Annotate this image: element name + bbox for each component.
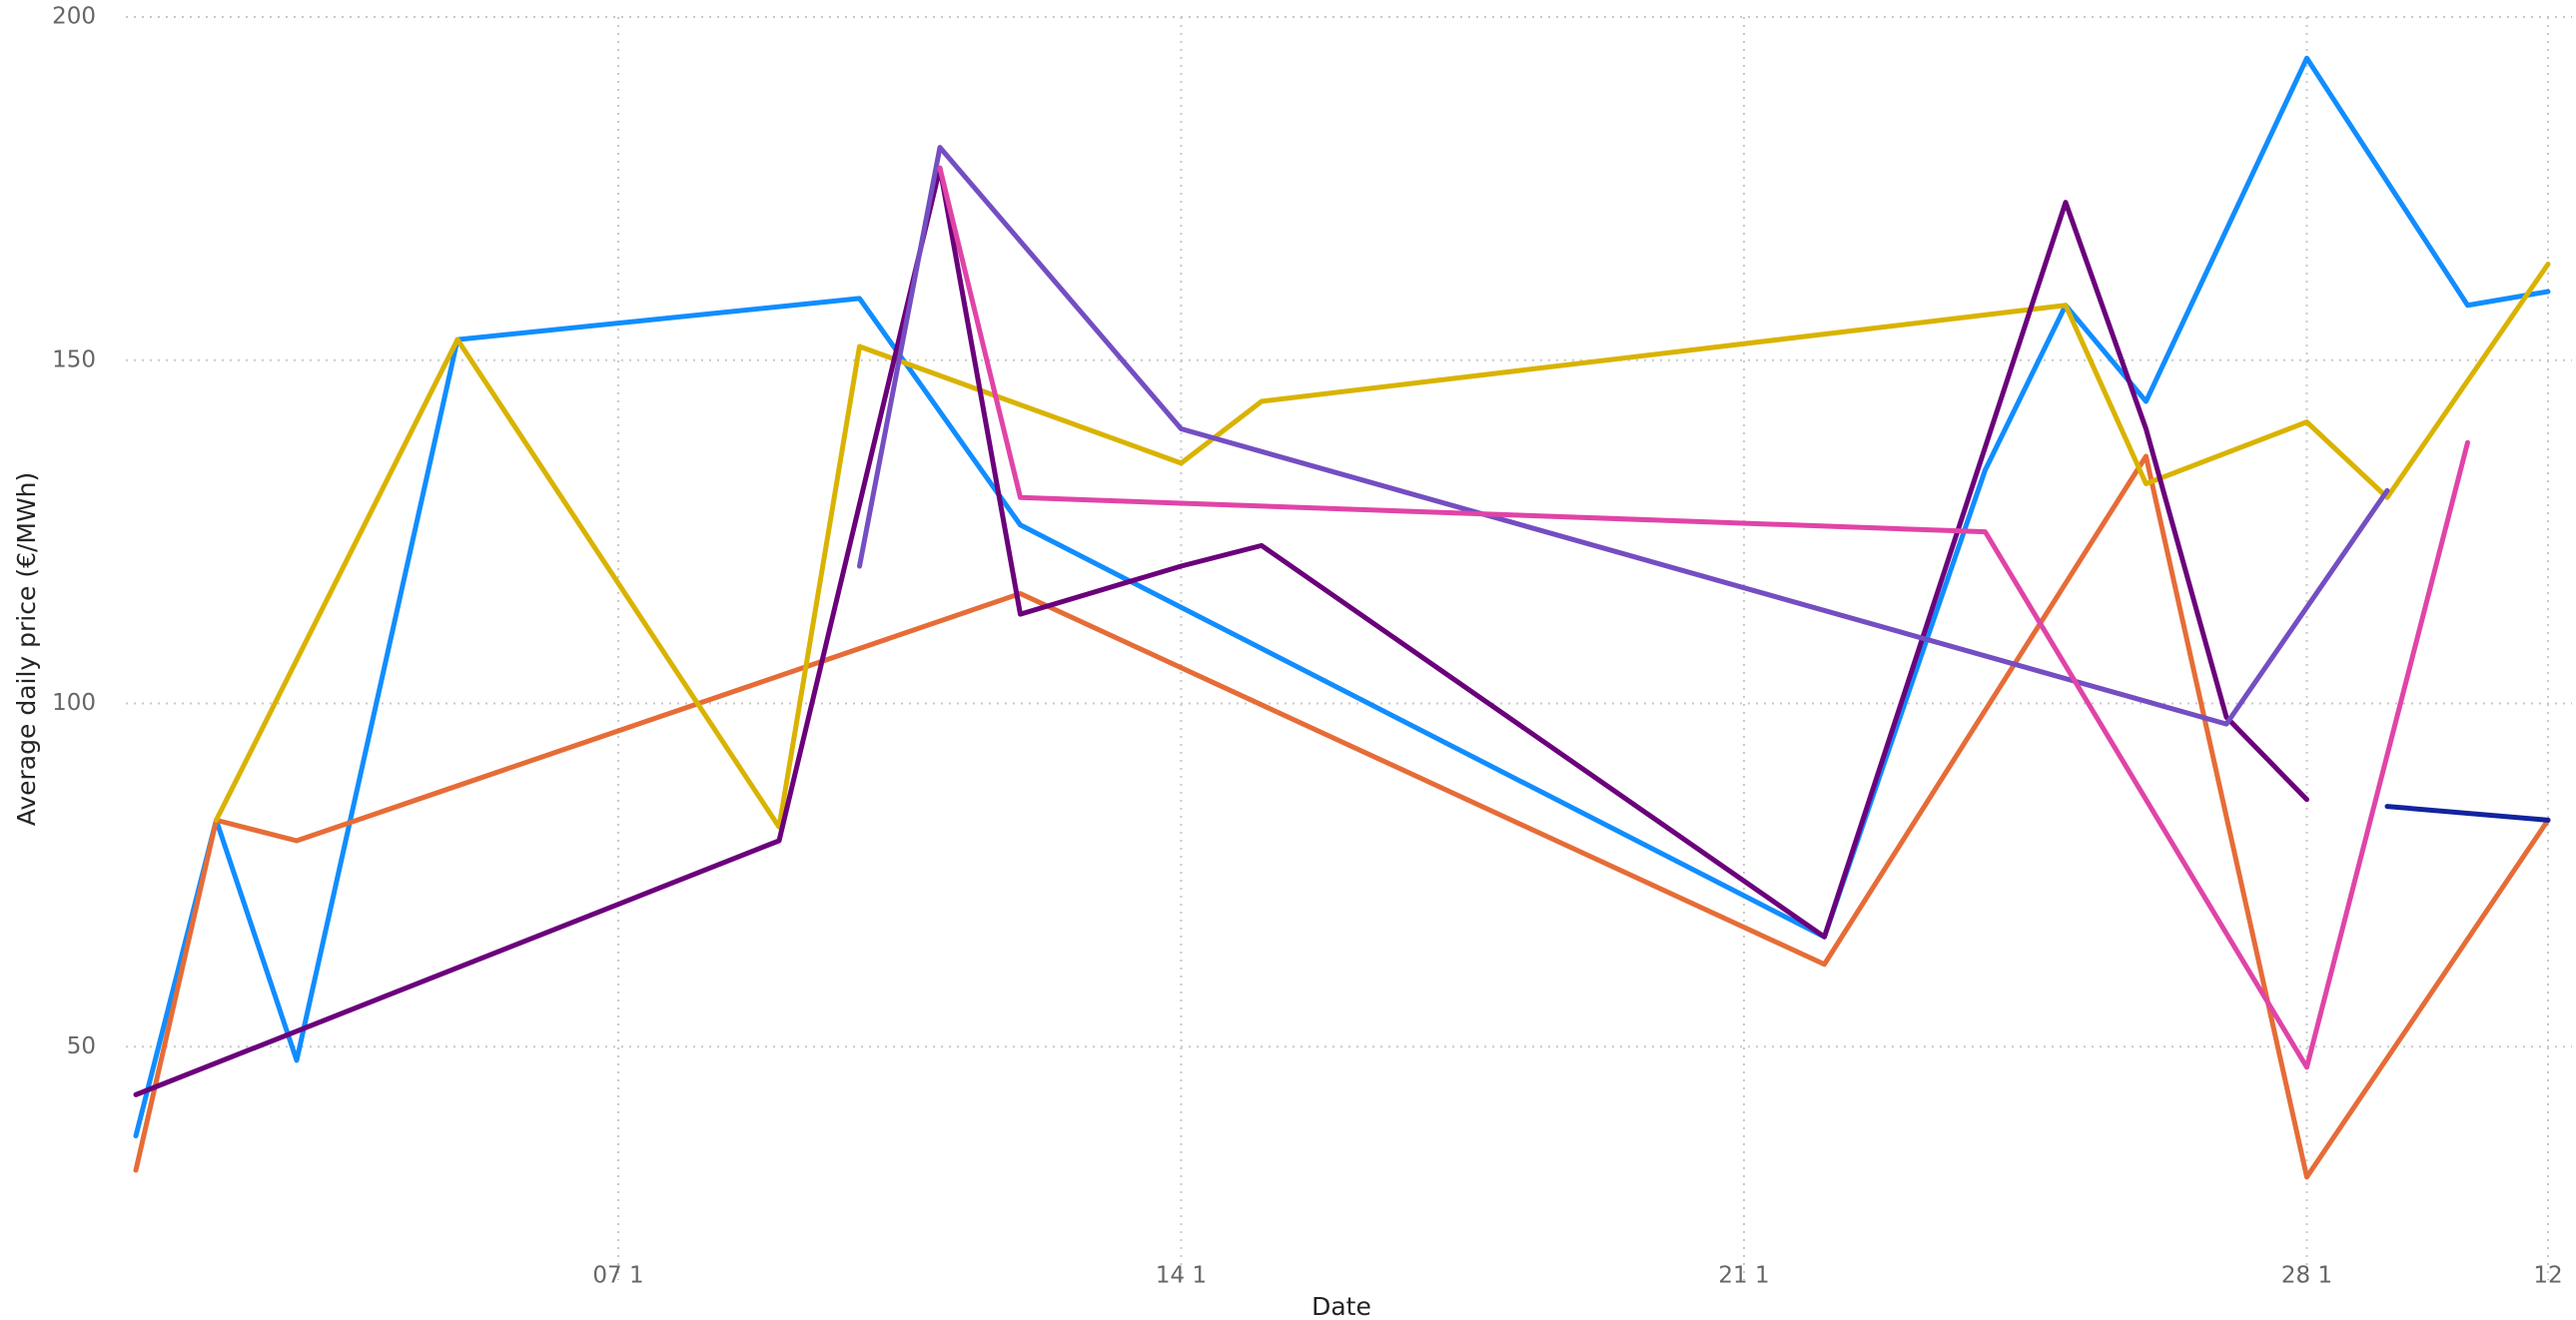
line-series xyxy=(133,55,2551,1139)
line-series xyxy=(133,165,2309,1097)
y-tick-label: 50 xyxy=(67,1033,96,1059)
x-tick-label: 12 xyxy=(2533,1263,2562,1289)
y-axis-title: Average daily price (€/MWh) xyxy=(12,472,41,827)
y-tick-label: 200 xyxy=(52,4,96,30)
line-series xyxy=(857,145,2390,727)
line-series xyxy=(2384,804,2551,823)
y-tick-label: 150 xyxy=(52,346,96,372)
x-tick-label: 07 1 xyxy=(592,1263,643,1289)
line-series xyxy=(133,453,2551,1180)
x-tick-label: 21 1 xyxy=(1718,1263,1769,1289)
x-tick-label: 28 1 xyxy=(2281,1263,2332,1289)
y-tick-label: 100 xyxy=(52,690,96,716)
line-series xyxy=(937,165,2470,1070)
x-tick-label: 14 1 xyxy=(1156,1263,1207,1289)
x-axis-title: Date xyxy=(1311,1292,1371,1320)
line-series xyxy=(214,262,2551,830)
